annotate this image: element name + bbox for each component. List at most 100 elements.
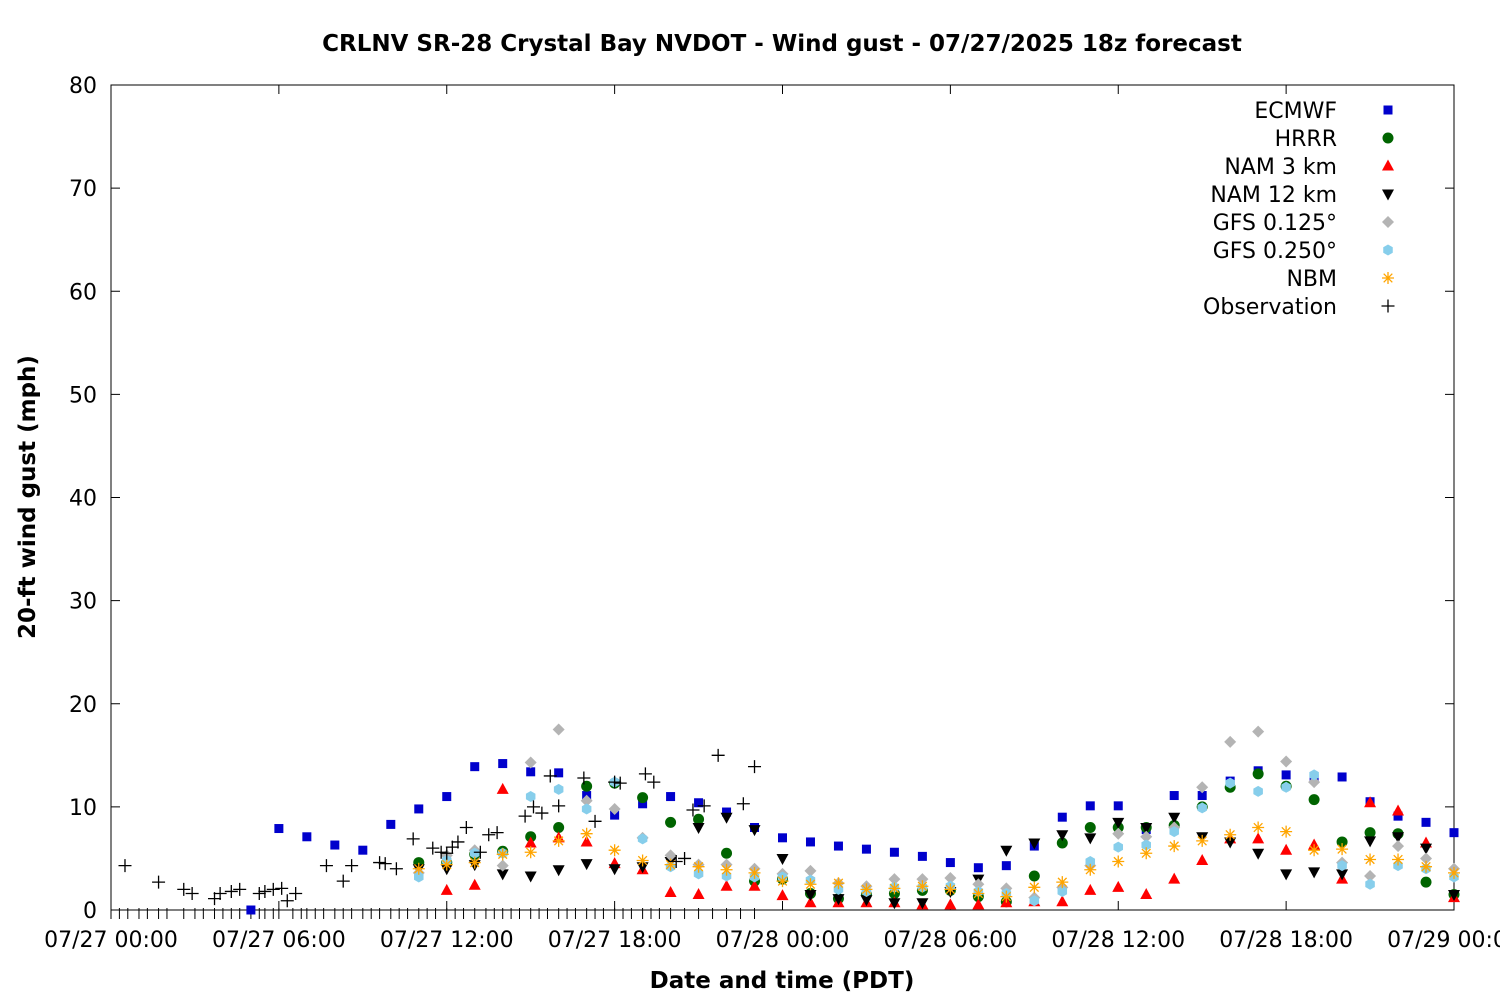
observation-point xyxy=(543,769,557,783)
nbm-point xyxy=(468,856,481,869)
gfs-0-125-point xyxy=(1140,830,1153,843)
series-hrrr xyxy=(413,768,1460,908)
hrrr-point xyxy=(1056,837,1068,849)
gfs-0-250-point xyxy=(1225,777,1235,789)
gfs-0-250-point xyxy=(1309,769,1319,781)
nbm-point xyxy=(1448,866,1460,879)
nbm-point xyxy=(1028,881,1041,894)
ecmwf-point xyxy=(610,810,620,820)
series-gfs-0-250 xyxy=(414,769,1459,907)
nam-3-km-point xyxy=(1280,843,1293,855)
nam-12-km-point xyxy=(1084,833,1097,845)
ecmwf-point xyxy=(1057,812,1067,822)
nam-12-km-point xyxy=(1252,848,1265,860)
nam-3-km-point xyxy=(440,883,453,895)
gfs-0-250-point xyxy=(1169,826,1179,838)
ecmwf-point xyxy=(778,833,787,843)
ecmwf-point xyxy=(805,837,815,847)
observation-point xyxy=(736,797,750,811)
observation-point xyxy=(577,771,591,785)
gfs-0-250-point xyxy=(1085,856,1096,868)
gfs-0-250-point xyxy=(721,870,732,882)
ecmwf-point xyxy=(554,768,564,778)
hrrr-point xyxy=(1336,836,1348,848)
nam-3-km-point xyxy=(972,898,985,910)
ecmwf-point xyxy=(330,840,340,850)
nam-12-km-point xyxy=(1392,832,1405,844)
series-observation xyxy=(118,748,762,908)
observation-point xyxy=(608,775,622,789)
observation-point xyxy=(459,821,473,834)
hrrr-point xyxy=(693,813,705,825)
nbm-point xyxy=(1420,860,1433,873)
hrrr-point xyxy=(1420,876,1432,888)
gfs-0-250-point xyxy=(1113,841,1124,853)
nam-12-km-point xyxy=(552,865,565,877)
legend-marker-hrrr xyxy=(1382,132,1394,144)
nam-3-km-point xyxy=(720,879,733,891)
observation-point xyxy=(613,776,627,790)
legend-marker-nam-12-km xyxy=(1382,189,1394,201)
x-tick-label: 07/29 00:00 xyxy=(1387,928,1500,953)
y-tick-label: 30 xyxy=(69,590,97,615)
gfs-0-125-point xyxy=(1308,776,1321,789)
legend-label-nbm: NBM xyxy=(1286,267,1337,292)
observation-point xyxy=(319,859,333,873)
legend-label-ecmwf: ECMWF xyxy=(1254,99,1337,124)
observation-point xyxy=(345,859,359,873)
observation-point xyxy=(233,882,247,896)
observation-point xyxy=(373,856,387,870)
nbm-point xyxy=(664,858,677,871)
legend-marker-observation xyxy=(1381,299,1395,313)
y-tick-label: 70 xyxy=(69,177,97,202)
nam-12-km-point xyxy=(1308,867,1321,879)
nam-12-km-point xyxy=(1056,830,1069,842)
gfs-0-125-point xyxy=(496,859,509,872)
nbm-point xyxy=(1336,843,1349,856)
nbm-point xyxy=(692,860,705,873)
gfs-0-250-point xyxy=(1057,885,1068,897)
ecmwf-point xyxy=(917,851,927,861)
nbm-point xyxy=(1000,890,1013,903)
gfs-0-250-point xyxy=(1197,802,1207,814)
nbm-point xyxy=(944,883,957,896)
nam-12-km-point xyxy=(804,890,817,902)
observation-point xyxy=(588,814,602,828)
observation-point xyxy=(289,887,303,900)
nam-12-km-point xyxy=(1140,823,1153,834)
legend-label-gfs-0-125: GFS 0.125° xyxy=(1213,211,1337,236)
nam-3-km-point xyxy=(524,836,537,848)
gfs-0-250-point xyxy=(414,871,424,883)
nam-12-km-point xyxy=(832,894,845,906)
ecmwf-point xyxy=(1449,828,1459,838)
nbm-point xyxy=(1224,828,1237,841)
nam-3-km-point xyxy=(1056,895,1069,907)
nbm-point xyxy=(1252,821,1265,834)
series-nam-12-km xyxy=(412,812,1460,910)
y-tick-label: 10 xyxy=(69,796,97,821)
gfs-0-250-point xyxy=(637,833,648,845)
ecmwf-point xyxy=(1001,861,1011,871)
nam-12-km-point xyxy=(524,871,537,883)
series-gfs-0-125 xyxy=(412,723,1460,904)
series-ecmwf xyxy=(246,759,1459,915)
nam-12-km-point xyxy=(1420,843,1433,855)
hrrr-point xyxy=(1084,822,1096,833)
observation-point xyxy=(434,845,448,859)
nam-12-km-point xyxy=(888,898,901,910)
y-tick-label: 40 xyxy=(69,487,97,512)
observation-point xyxy=(440,846,454,860)
ecmwf-point xyxy=(386,819,396,829)
gfs-0-125-point xyxy=(972,878,985,891)
observation-point xyxy=(518,809,532,823)
gfs-0-250-point xyxy=(1393,860,1403,872)
observation-point xyxy=(275,881,289,895)
hrrr-point xyxy=(637,792,649,804)
ecmwf-point xyxy=(833,841,843,851)
gfs-0-125-point xyxy=(1252,725,1265,738)
series-layer xyxy=(118,723,1460,915)
nbm-point xyxy=(1056,876,1069,889)
nbm-point xyxy=(1308,844,1321,857)
nbm-point xyxy=(636,854,649,867)
nbm-point xyxy=(1112,855,1125,868)
